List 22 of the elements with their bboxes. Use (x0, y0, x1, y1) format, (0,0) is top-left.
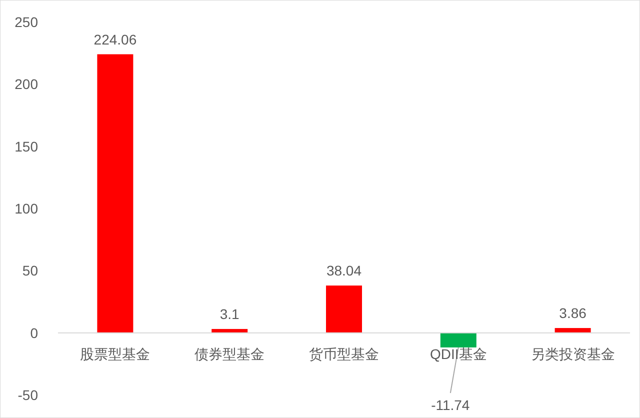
bar (326, 286, 362, 333)
x-tick-label: 另类投资基金 (530, 346, 615, 362)
y-tick-label: -50 (18, 387, 38, 403)
bar (554, 328, 591, 333)
y-tick-label: 250 (14, 14, 38, 30)
x-tick-label: 股票型基金 (80, 346, 150, 362)
x-tick-label: 货币型基金 (309, 346, 379, 362)
y-tick-label: 0 (30, 324, 38, 341)
bar (440, 332, 476, 348)
x-tick-label: 债券型基金 (194, 346, 265, 362)
y-tick-label: 150 (14, 138, 38, 154)
bar (212, 328, 248, 333)
annotation: -11.74 (431, 397, 470, 413)
y-tick-label: 100 (14, 200, 38, 216)
y-tick-label: 200 (14, 76, 38, 92)
data-label: 3.86 (559, 305, 587, 322)
y-tick-label: 50 (22, 262, 38, 279)
data-label: 38.04 (326, 262, 362, 279)
data-label: 3.1 (220, 306, 240, 322)
bar (97, 54, 134, 333)
x-tick-label: QDII基金 (430, 346, 487, 362)
data-label: 224.06 (94, 31, 137, 48)
